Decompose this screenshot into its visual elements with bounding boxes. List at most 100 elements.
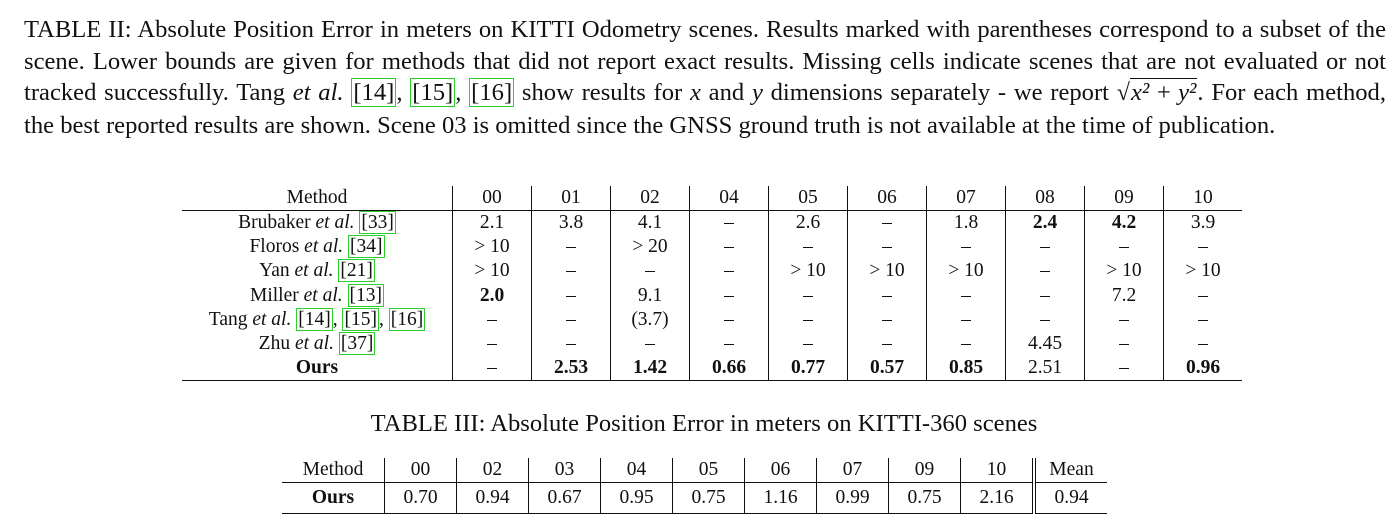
table-row: Miller et al. [13] 2.0–9.1– – – – –7.2– — [182, 283, 1242, 308]
table-cell: > 10 — [1163, 259, 1242, 284]
table-cell: > 10 — [452, 235, 532, 260]
table-cell: – — [689, 259, 769, 284]
table-cell: – — [1005, 307, 1085, 332]
row-method-name: Floros et al. [34] — [182, 235, 453, 259]
table-cell: 4.1 — [610, 210, 690, 236]
header-scene-07: 07 — [926, 186, 1006, 211]
table-cell: – — [452, 307, 532, 332]
table-cell: – — [689, 210, 769, 236]
table-row: Ours 0.70 0.94 0.67 0.95 0.75 1.16 0.99 0.75 2.16… — [282, 482, 1107, 514]
table-cell: – — [768, 307, 848, 332]
header-scene-04: 04 — [600, 458, 673, 483]
table-cell: – — [1005, 283, 1085, 308]
method-etal: et al. — [315, 212, 355, 234]
table-cell: 1.8 — [926, 210, 1006, 236]
header-scene-00: 00 — [452, 186, 532, 211]
citation-link-15[interactable]: [15] — [410, 78, 456, 107]
table-cell: – — [531, 235, 611, 260]
row-method-name: Ours — [182, 356, 453, 382]
table-cell: 0.94 — [456, 482, 529, 514]
citation-link[interactable]: [14] — [296, 307, 333, 331]
citation-link-16[interactable]: [16] — [469, 78, 515, 107]
table-cell: – — [610, 259, 690, 284]
row-method-name: Zhu et al. [37] — [182, 332, 453, 356]
header-scene-06: 06 — [744, 458, 817, 483]
citation-link[interactable]: [16] — [388, 307, 426, 331]
table-cell: > 10 — [768, 259, 848, 284]
method-name: Tang — [208, 308, 248, 330]
table-cell: > 10 — [1084, 259, 1164, 284]
caption-text-1: TABLE II: Absolute Position Error in met… — [24, 16, 1386, 106]
table-cell: 0.67 — [528, 482, 601, 514]
table-cell: 0.70 — [384, 482, 457, 514]
method-name: Brubaker — [238, 212, 311, 234]
table-row: Yan et al. [21] > 10– – – > 10 > 10 > 10– > 10 >… — [182, 259, 1242, 284]
header-scene-10: 10 — [960, 458, 1034, 483]
table-cell: – — [531, 259, 611, 284]
table-cell: – — [1163, 235, 1242, 260]
table-cell: – — [1005, 235, 1085, 260]
citation-link[interactable]: [21] — [338, 259, 375, 283]
table-cell: – — [926, 331, 1006, 357]
table-cell: – — [926, 283, 1006, 308]
table2: Method 00 01 02 04 05 06 07 08 09 10 Brubaker et a… — [182, 186, 1242, 382]
table-cell: 0.96 — [1163, 356, 1242, 382]
header-scene-Mean: Mean — [1032, 458, 1107, 483]
header-scene-04: 04 — [689, 186, 769, 211]
header-scene-05: 05 — [768, 186, 848, 211]
caption-text-4: . For each method, the best reported res… — [24, 79, 1386, 139]
table-cell: – — [1084, 235, 1164, 260]
table-cell: – — [847, 210, 927, 236]
table-cell: 2.4 — [1005, 210, 1085, 236]
header-scene-01: 01 — [531, 186, 611, 211]
table-cell: > 20 — [610, 235, 690, 260]
method-name: Ours — [295, 357, 339, 379]
table3-header-row: Method 00 02 03 04 05 06 07 09 10 Mean — [282, 458, 1107, 483]
table-cell: – — [1163, 331, 1242, 357]
table-cell: 0.66 — [689, 356, 769, 382]
header-scene-08: 08 — [1005, 186, 1085, 211]
row-method-name: Miller et al. [13] — [182, 283, 453, 308]
table-cell: – — [1163, 283, 1242, 308]
citation-link[interactable]: [37] — [338, 332, 376, 356]
table-cell: – — [689, 307, 769, 332]
table-cell: – — [531, 283, 611, 308]
citation-link[interactable]: [34] — [348, 235, 385, 259]
method-etal: et al. — [252, 308, 292, 330]
caption-comma: , — [455, 79, 470, 106]
table-cell: – — [1163, 307, 1242, 332]
table-cell: > 10 — [926, 259, 1006, 284]
table-cell: – — [689, 331, 769, 357]
table-cell: 0.94 — [1032, 482, 1107, 514]
table-cell: – — [689, 235, 769, 260]
caption-and: and — [700, 79, 752, 106]
sqrt-argument: x² + y² — [1129, 78, 1198, 106]
citation-link-14[interactable]: [14] — [351, 78, 397, 107]
table-cell: > 10 — [847, 259, 927, 284]
table-cell: 0.85 — [926, 356, 1006, 382]
row-method-name: Ours — [282, 482, 385, 514]
row-method-name: Tang et al. [14], [15], [16] — [208, 307, 426, 331]
header-scene-02: 02 — [456, 458, 529, 483]
caption-etal: et al. — [292, 79, 344, 106]
citation-link[interactable]: [33] — [359, 211, 396, 235]
table-cell: – — [1084, 331, 1164, 357]
math-y: y — [751, 79, 763, 106]
table-cell: 9.1 — [610, 283, 690, 308]
caption-text-2: show results for — [514, 79, 690, 106]
citation-link[interactable]: [15] — [342, 307, 379, 331]
header-scene-00: 00 — [384, 458, 457, 483]
table-cell: – — [452, 331, 532, 357]
table3: Method 00 02 03 04 05 06 07 09 10 Mean Ours 0.70 0.9… — [282, 458, 1107, 514]
sqrt-symbol: √ — [1116, 80, 1130, 106]
table-cell: 0.75 — [888, 482, 961, 514]
table-cell: (3.7) — [610, 307, 690, 332]
citation-link[interactable]: [13] — [347, 283, 384, 307]
table-row: Tang et al. [14], [15], [16] – – (3.7) – – – – –… — [182, 307, 1242, 332]
header-scene-07: 07 — [816, 458, 889, 483]
method-etal: et al. — [303, 284, 343, 306]
table-cell: – — [847, 307, 927, 332]
table-cell: – — [531, 307, 611, 332]
header-scene-02: 02 — [610, 186, 690, 211]
table-cell: – — [768, 283, 848, 308]
